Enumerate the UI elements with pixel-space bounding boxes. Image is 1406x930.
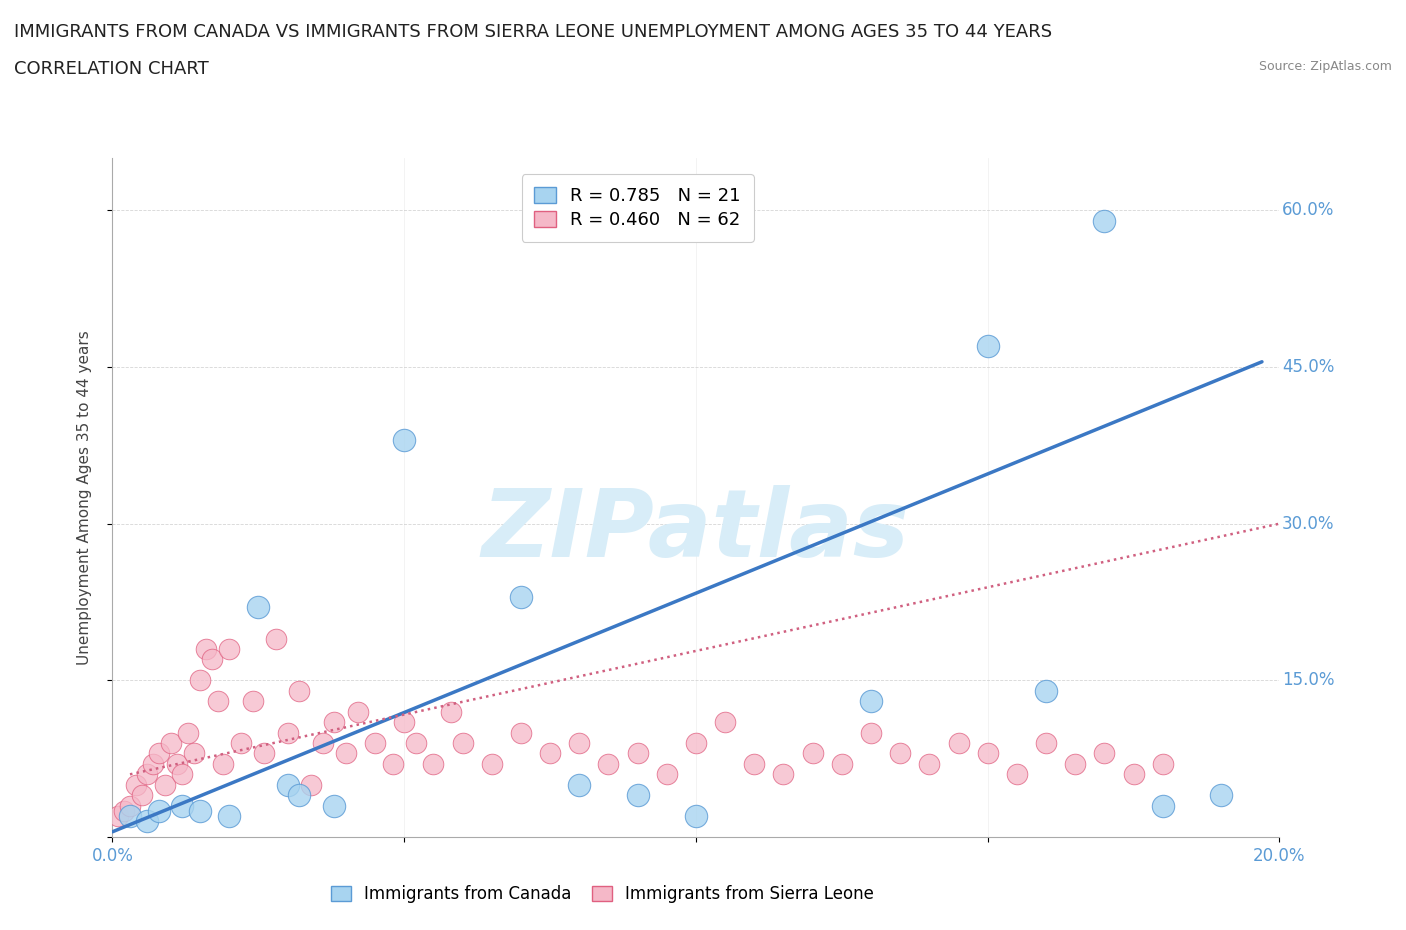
Point <box>194 642 217 657</box>
Point <box>212 756 235 771</box>
Point <box>1152 756 1174 771</box>
Point <box>125 777 148 792</box>
Point <box>1064 756 1087 771</box>
Point <box>253 746 276 761</box>
Point <box>276 725 298 740</box>
Point <box>364 736 387 751</box>
Y-axis label: Unemployment Among Ages 35 to 44 years: Unemployment Among Ages 35 to 44 years <box>77 330 91 665</box>
Point <box>801 746 824 761</box>
Point <box>1005 767 1028 782</box>
Text: ZIPatlas: ZIPatlas <box>482 485 910 578</box>
Point <box>422 756 444 771</box>
Point <box>288 684 311 698</box>
Point <box>1092 213 1115 228</box>
Point <box>288 788 311 803</box>
Point <box>335 746 357 761</box>
Point <box>172 767 194 782</box>
Point <box>188 804 211 818</box>
Point <box>160 736 183 751</box>
Point <box>218 642 240 657</box>
Point <box>118 809 141 824</box>
Point <box>742 756 765 771</box>
Point <box>685 809 707 824</box>
Point <box>772 767 794 782</box>
Point <box>1152 798 1174 813</box>
Point <box>166 756 188 771</box>
Point <box>242 694 264 709</box>
Point <box>392 714 416 729</box>
Point <box>1092 746 1115 761</box>
Point <box>172 798 194 813</box>
Point <box>598 756 620 771</box>
Point <box>714 714 737 729</box>
Point <box>311 736 333 751</box>
Point <box>481 756 503 771</box>
Text: 60.0%: 60.0% <box>1282 201 1334 219</box>
Point <box>918 756 941 771</box>
Point <box>1035 684 1057 698</box>
Point <box>405 736 427 751</box>
Text: 45.0%: 45.0% <box>1282 358 1334 376</box>
Point <box>568 777 591 792</box>
Point <box>685 736 707 751</box>
Point <box>1122 767 1144 782</box>
Text: IMMIGRANTS FROM CANADA VS IMMIGRANTS FROM SIERRA LEONE UNEMPLOYMENT AMONG AGES 3: IMMIGRANTS FROM CANADA VS IMMIGRANTS FRO… <box>14 23 1052 41</box>
Text: CORRELATION CHART: CORRELATION CHART <box>14 60 209 78</box>
Point <box>509 725 531 740</box>
Text: 15.0%: 15.0% <box>1282 671 1334 689</box>
Point <box>153 777 176 792</box>
Point <box>1035 736 1057 751</box>
Point <box>207 694 229 709</box>
Point <box>451 736 474 751</box>
Point <box>948 736 970 751</box>
Point <box>136 814 159 829</box>
Point <box>148 804 170 818</box>
Point <box>859 725 883 740</box>
Point <box>112 804 135 818</box>
Point <box>976 746 998 761</box>
Point <box>177 725 200 740</box>
Point <box>626 746 648 761</box>
Point <box>247 600 270 615</box>
Point <box>148 746 170 761</box>
Point <box>889 746 911 761</box>
Point <box>131 788 153 803</box>
Point <box>346 704 368 719</box>
Point <box>381 756 404 771</box>
Point <box>264 631 287 646</box>
Point <box>831 756 853 771</box>
Point <box>276 777 298 792</box>
Point <box>323 714 346 729</box>
Point <box>976 339 998 353</box>
Point <box>392 432 416 447</box>
Point <box>118 798 141 813</box>
Point <box>299 777 322 792</box>
Point <box>655 767 678 782</box>
Point <box>183 746 205 761</box>
Point <box>1209 788 1232 803</box>
Point <box>218 809 240 824</box>
Text: 30.0%: 30.0% <box>1282 514 1334 533</box>
Point <box>229 736 252 751</box>
Point <box>626 788 648 803</box>
Point <box>509 590 531 604</box>
Point <box>201 652 224 667</box>
Point <box>136 767 159 782</box>
Point <box>440 704 463 719</box>
Point <box>859 694 883 709</box>
Legend: Immigrants from Canada, Immigrants from Sierra Leone: Immigrants from Canada, Immigrants from … <box>325 879 880 910</box>
Point <box>538 746 561 761</box>
Point <box>142 756 165 771</box>
Point <box>188 673 211 688</box>
Point <box>323 798 346 813</box>
Point <box>107 809 129 824</box>
Point <box>568 736 591 751</box>
Text: Source: ZipAtlas.com: Source: ZipAtlas.com <box>1258 60 1392 73</box>
